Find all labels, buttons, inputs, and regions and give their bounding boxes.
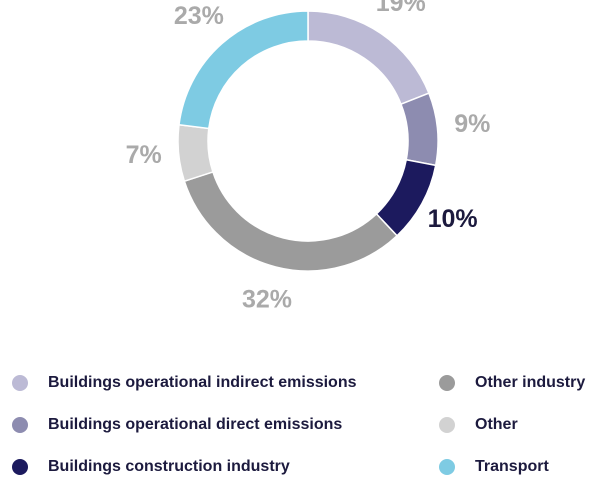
donut-segment [178,10,309,130]
legend-swatch [12,375,28,391]
legend-swatch [439,417,455,433]
data-label: 32% [242,285,292,313]
legend-label: Buildings construction industry [48,458,290,475]
legend-label: Other [475,416,518,433]
legend-swatch [12,417,28,433]
legend-label: Transport [475,458,549,475]
donut-segment [400,92,439,167]
legend-swatch [439,375,455,391]
donut-segment [177,123,214,183]
legend-swatch [439,459,455,475]
data-label: 7% [126,141,162,169]
data-label: 19% [376,0,426,17]
data-label: 9% [454,110,490,138]
legend-label: Other industry [475,374,585,391]
data-label: 23% [174,2,224,30]
donut-segment [183,170,399,272]
legend-label: Buildings operational indirect emissions [48,374,357,391]
donut-segment [307,10,430,106]
legend-label: Buildings operational direct emissions [48,416,342,433]
legend-swatch [12,459,28,475]
data-label: 10% [428,205,478,233]
